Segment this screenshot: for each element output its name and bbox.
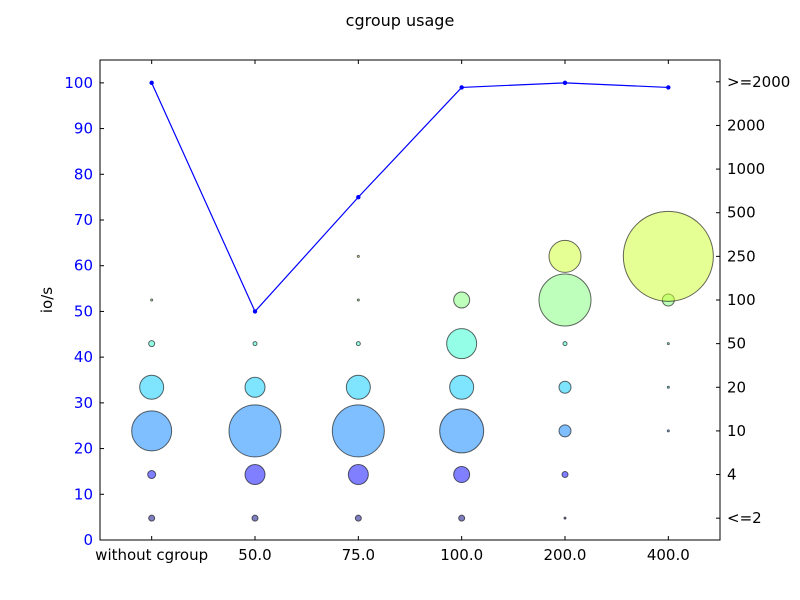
bubble-0-4	[148, 340, 156, 348]
bubble-3-3	[449, 374, 475, 400]
bubble-4-0	[563, 516, 567, 520]
series-point-0-2	[356, 194, 361, 200]
bubble-2-2	[331, 404, 385, 458]
bubble-3-1	[453, 466, 471, 484]
y-tick-label-left-8: 80	[74, 165, 93, 183]
x-axis: without cgroup 50.0 75.0 100.0 200.0 400.0	[95, 60, 690, 564]
bubble-layer	[131, 210, 714, 522]
bubble-5-4	[666, 342, 670, 346]
y-tick-label-left-10: 100	[64, 74, 93, 92]
x-tick-label-2: 75.0	[342, 546, 375, 564]
bubble-2-1	[347, 464, 369, 486]
y-tick-label-right-4: 50	[727, 335, 746, 353]
y-axis-label: io/s	[38, 287, 56, 313]
x-tick-label-5: 400.0	[647, 546, 690, 564]
bubble-2-4	[355, 341, 361, 347]
y-tick-label-right-7: 500	[727, 204, 756, 222]
y-tick-label-left-4: 40	[74, 348, 93, 366]
bubble-5-3	[666, 385, 670, 389]
y-tick-label-right-0: <=2	[727, 509, 762, 527]
series-point-0-0	[149, 80, 154, 86]
y-tick-label-right-2: 10	[727, 422, 746, 440]
bubble-0-5	[150, 298, 154, 302]
bubble-3-0	[458, 514, 466, 522]
x-tick-label-3: 100.0	[440, 546, 483, 564]
bubble-0-2	[131, 410, 173, 452]
bubble-2-0	[354, 514, 362, 522]
bubble-4-4	[562, 341, 568, 347]
bubble-3-5	[453, 291, 471, 309]
chart-title: cgroup usage	[346, 11, 455, 30]
x-tick-label-0: without cgroup	[95, 546, 208, 564]
y-tick-label-right-6: 250	[727, 247, 756, 265]
y-tick-label-left-5: 50	[74, 302, 93, 320]
y-tick-label-left-2: 20	[74, 440, 93, 458]
y-tick-label-left-6: 60	[74, 257, 93, 275]
bubble-0-0	[148, 514, 156, 522]
y-tick-label-left-1: 10	[74, 485, 93, 503]
bubble-3-2	[439, 408, 485, 454]
y-tick-label-right-1: 4	[727, 466, 737, 484]
y-tick-label-left-9: 90	[74, 120, 93, 138]
series-line-0	[151, 82, 669, 313]
series-point-0-4	[562, 80, 568, 86]
line-series-layer	[149, 80, 671, 314]
y-tick-label-right-8: 1000	[727, 160, 765, 178]
bubble-1-4	[252, 341, 258, 347]
y-tick-label-right-3: 20	[727, 378, 746, 396]
bubble-5-6	[622, 210, 714, 302]
series-point-0-5	[666, 85, 671, 90]
x-tick-label-4: 200.0	[544, 546, 587, 564]
bubble-3-4	[446, 328, 478, 360]
y-tick-label-right-5: 100	[727, 291, 756, 309]
bubble-4-6	[548, 239, 582, 273]
y-axis-left: 0 10 20 30 40 50 60 70 80 90 100	[64, 74, 104, 549]
bubble-2-5	[356, 298, 360, 302]
y-tick-label-left-3: 30	[74, 394, 93, 412]
bubble-2-3	[345, 374, 371, 400]
bubble-1-2	[228, 404, 282, 458]
y-tick-label-left-0: 0	[83, 531, 93, 549]
series-point-0-3	[459, 85, 464, 90]
y-tick-label-left-7: 70	[74, 211, 93, 229]
bubble-1-1	[244, 464, 266, 486]
series-point-0-1	[252, 309, 258, 314]
y-tick-label-right-9: 2000	[727, 116, 765, 134]
bubble-2-6	[356, 254, 360, 258]
bubble-1-0	[251, 514, 259, 522]
bubble-4-1	[561, 471, 569, 479]
y-tick-label-right-10: >=2000	[727, 73, 790, 91]
bubble-4-5	[538, 273, 592, 327]
bubble-0-1	[147, 470, 157, 480]
bubble-1-3	[244, 376, 266, 398]
x-tick-label-1: 50.0	[238, 546, 271, 564]
bubble-4-2	[558, 424, 572, 438]
bubble-0-3	[139, 374, 165, 400]
y-axis-right: <=2 4 10 20 50 100 250 500 1000 2000 >=2000	[716, 73, 790, 527]
bubble-5-2	[666, 429, 670, 433]
bubble-4-3	[558, 380, 572, 394]
